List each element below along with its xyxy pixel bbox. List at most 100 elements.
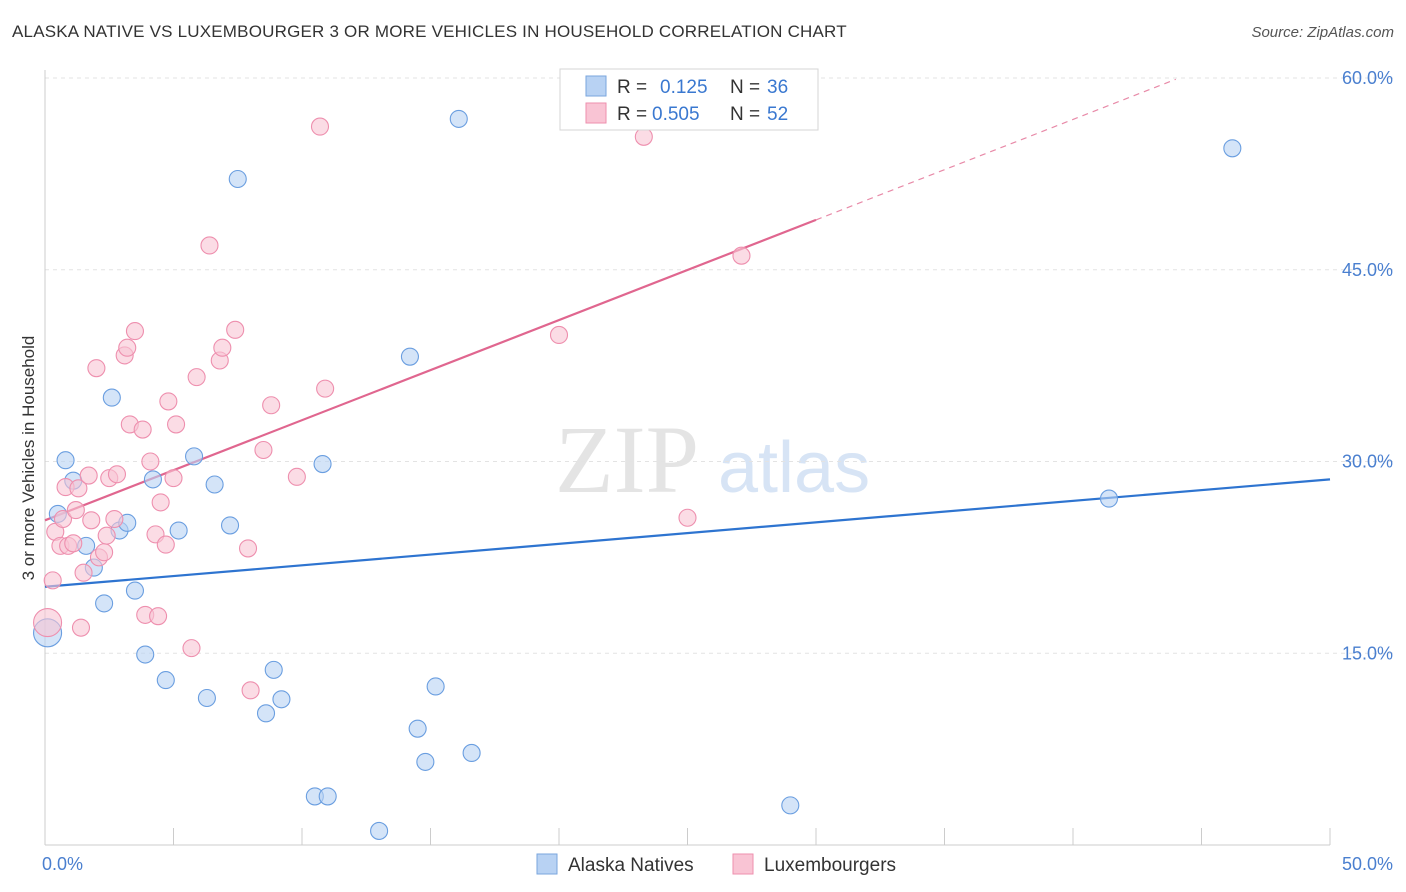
point-alaska-31: [449, 109, 468, 128]
point-alaska-7: [102, 388, 121, 407]
point-lux-30: [151, 493, 170, 512]
y-axis-label: 3 or more Vehicles in Household: [19, 336, 38, 581]
legend-n-value-lux: 52: [767, 104, 788, 125]
point-lux-29: [149, 607, 168, 626]
point-lux-8: [66, 501, 85, 520]
point-lux-12: [79, 466, 98, 485]
chart-title: ALASKA NATIVE VS LUXEMBOURGER 3 OR MORE …: [12, 22, 847, 41]
bottom-legend-swatch-lux: [732, 853, 754, 875]
point-lux-42: [241, 681, 260, 700]
point-alaska-14: [169, 521, 188, 540]
legend-r-label-alaska: R =: [617, 77, 647, 98]
point-alaska-2: [56, 451, 75, 470]
point-lux-16: [95, 543, 114, 562]
legend-r-label-lux: R =: [617, 104, 647, 125]
point-alaska-29: [416, 752, 435, 771]
bottom-legend-swatch-alaska: [536, 853, 558, 875]
point-lux-14: [87, 359, 106, 378]
point-lux-50: [678, 508, 697, 527]
y-tick-label-45: 45.0%: [1342, 260, 1393, 280]
y-tick-label-60: 60.0%: [1342, 68, 1393, 88]
point-alaska-12: [143, 470, 162, 489]
point-alaska-26: [370, 821, 389, 840]
point-lux-45: [287, 467, 306, 486]
point-alaska-16: [197, 688, 216, 708]
point-alaska-19: [228, 169, 247, 189]
bottom-legend-label-lux: Luxembourgers: [764, 855, 896, 876]
legend-n-value-alaska: 36: [767, 77, 788, 98]
point-alaska-17: [205, 475, 224, 494]
legend-swatch-alaska: [585, 75, 607, 97]
point-lux-37: [200, 236, 219, 255]
point-alaska-33: [781, 796, 800, 815]
point-alaska-6: [95, 594, 114, 613]
point-lux-0: [33, 608, 63, 638]
point-lux-20: [107, 465, 127, 484]
point-alaska-24: [313, 455, 332, 474]
point-lux-27: [141, 452, 160, 471]
point-lux-41: [238, 539, 258, 558]
point-alaska-27: [400, 347, 419, 366]
point-alaska-25: [318, 787, 337, 806]
legend-n-label-alaska: N =: [730, 77, 760, 98]
point-lux-19: [105, 509, 124, 529]
point-alaska-22: [272, 690, 291, 709]
point-lux-49: [634, 127, 653, 146]
legend-r-value-alaska: 0.125: [660, 77, 708, 98]
trend-line-extension-lux: [815, 78, 1177, 221]
point-lux-31: [156, 535, 175, 554]
watermark-zip: ZIP: [555, 406, 699, 513]
bottom-legend: Alaska Natives Luxembourgers: [536, 853, 896, 876]
source-credit: Source: ZipAtlas.com: [1251, 24, 1394, 41]
point-lux-43: [254, 440, 273, 460]
y-tick-label-15: 15.0%: [1342, 643, 1393, 663]
point-alaska-15: [185, 447, 204, 466]
point-lux-47: [316, 379, 335, 398]
watermark-atlas: atlas: [718, 428, 870, 508]
point-alaska-18: [220, 516, 240, 535]
legend-box: R = 0.125 N = 36 R = 0.505 N = 52: [559, 68, 819, 131]
point-lux-1: [43, 571, 62, 590]
legend-swatch-lux: [585, 102, 607, 124]
point-lux-46: [310, 117, 330, 136]
point-lux-17: [97, 526, 116, 545]
point-alaska-21: [264, 660, 283, 679]
point-lux-25: [133, 420, 152, 439]
grid-lines: [45, 77, 1395, 654]
point-lux-44: [262, 396, 281, 415]
point-lux-9: [69, 479, 88, 498]
point-lux-22: [118, 338, 137, 357]
point-alaska-32: [462, 743, 481, 763]
point-lux-33: [164, 469, 183, 488]
legend-r-value-lux: 0.505: [652, 104, 700, 125]
point-alaska-20: [256, 704, 276, 723]
tick-labels: 15.0% 30.0% 45.0% 60.0% 0.0% 50.0%: [42, 68, 1393, 874]
point-lux-36: [187, 368, 206, 387]
watermark: ZIP atlas: [555, 406, 870, 513]
point-alaska-34: [1099, 489, 1119, 508]
y-tick-label-30: 30.0%: [1342, 452, 1393, 472]
point-lux-39: [213, 338, 232, 357]
scatter-points: [33, 109, 1242, 840]
point-lux-40: [226, 320, 245, 339]
point-alaska-10: [125, 581, 144, 600]
bottom-legend-label-alaska: Alaska Natives: [568, 855, 694, 876]
point-lux-7: [64, 534, 83, 553]
point-lux-32: [159, 392, 178, 411]
x-tick-label-0: 0.0%: [42, 854, 83, 874]
x-tick-marks: [44, 828, 1331, 845]
point-lux-13: [82, 511, 101, 530]
legend-n-label-lux: N =: [730, 104, 760, 125]
point-alaska-13: [156, 671, 175, 690]
point-lux-4: [53, 509, 73, 529]
point-lux-35: [182, 639, 201, 658]
point-lux-34: [167, 415, 186, 434]
point-lux-10: [71, 618, 91, 637]
point-alaska-11: [136, 645, 155, 664]
point-alaska-28: [408, 719, 427, 738]
point-lux-11: [74, 563, 93, 582]
point-lux-48: [549, 325, 569, 344]
point-lux-51: [732, 246, 751, 265]
point-lux-24: [125, 322, 144, 341]
